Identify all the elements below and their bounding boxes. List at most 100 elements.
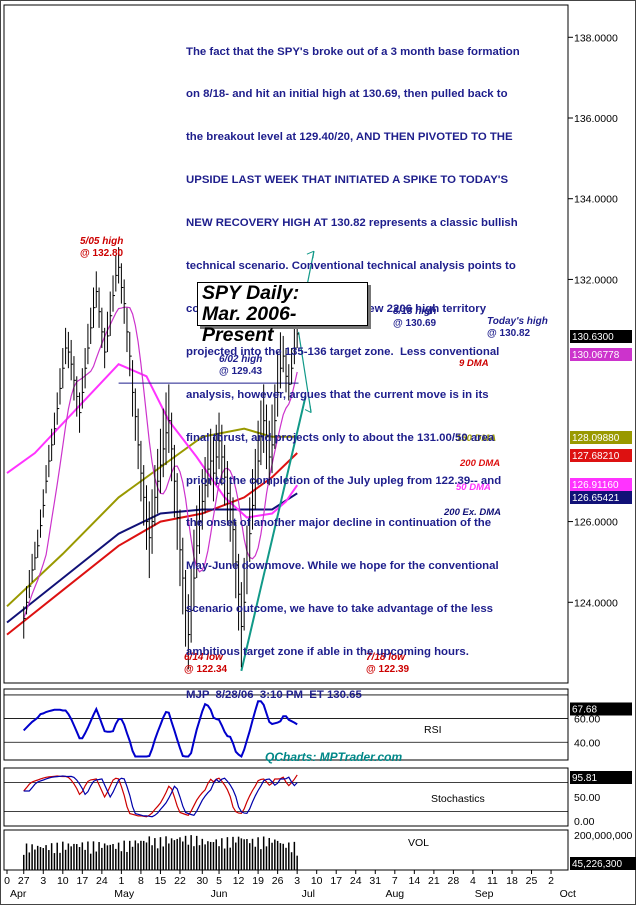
price-annotation: @ 130.69 bbox=[393, 318, 437, 329]
ohlc-bar bbox=[118, 247, 121, 284]
commentary-line: May-June downmove. While we hope for the… bbox=[186, 560, 499, 573]
ohlc-bar bbox=[129, 331, 132, 377]
ohlc-bar bbox=[215, 424, 219, 486]
last-price-box bbox=[570, 330, 632, 343]
chart-title: SPY Daily: bbox=[202, 282, 300, 304]
x-axis-label: 14 bbox=[408, 875, 420, 887]
x-axis-label: 31 bbox=[369, 875, 381, 887]
commentary-line: final thrust, and projects only to about… bbox=[186, 431, 495, 444]
ohlc-bar bbox=[81, 368, 85, 409]
month-label: Sep bbox=[475, 888, 494, 900]
month-label: Oct bbox=[560, 888, 576, 900]
commentary-line: projected into the 135-136 target zone. … bbox=[186, 345, 500, 358]
commentary-line: on 8/18- and hit an initial high at 130.… bbox=[186, 88, 508, 101]
commentary-line: prior to the completion of the July uple… bbox=[186, 474, 502, 487]
ohlc-bar bbox=[199, 485, 202, 554]
dma50-line bbox=[6, 363, 299, 519]
ohlc-bar bbox=[224, 444, 227, 506]
rsi-panel-frame bbox=[3, 688, 569, 761]
ohlc-bar bbox=[254, 448, 258, 510]
ohlc-bar bbox=[246, 525, 249, 595]
ohlc-bar bbox=[212, 436, 216, 502]
ohlc-bar bbox=[109, 291, 113, 336]
price-axis-label: 136.0000 bbox=[574, 113, 618, 125]
ohlc-bar bbox=[34, 541, 37, 570]
ma-value-box bbox=[570, 478, 632, 491]
ohlc-bar bbox=[65, 327, 68, 365]
chart-title-box: SPY Daily: Mar. 2006-Present bbox=[197, 282, 368, 346]
ma-value-label: 128.09880 bbox=[572, 433, 620, 444]
ohlc-bar bbox=[140, 440, 143, 502]
ma-value-label: 127.68210 bbox=[572, 451, 620, 462]
ma-legend-label: 200 Ex. DMA bbox=[443, 507, 501, 518]
ohlc-bar bbox=[257, 420, 261, 486]
ohlc-bar bbox=[235, 521, 238, 599]
commentary-line: scenario outcome, we have to take advant… bbox=[186, 603, 494, 616]
commentary-line: NEW RECOVERY HIGH AT 130.82 represents a… bbox=[186, 217, 518, 230]
ohlc-bar bbox=[249, 497, 252, 562]
ohlc-bar bbox=[31, 553, 35, 583]
month-label: May bbox=[114, 888, 135, 900]
ohlc-bar bbox=[182, 537, 185, 615]
month-label: Apr bbox=[10, 888, 27, 900]
x-axis-label: 24 bbox=[96, 875, 108, 887]
ohlc-bar bbox=[185, 570, 188, 647]
month-label: Aug bbox=[385, 888, 404, 900]
ohlc-bar bbox=[84, 348, 88, 389]
ohlc-bar bbox=[232, 497, 235, 566]
ohlc-bar bbox=[104, 327, 107, 369]
ohlc-bar bbox=[243, 557, 247, 631]
price-annotation: @ 122.39 bbox=[366, 664, 410, 675]
ohlc-bar bbox=[207, 440, 210, 498]
ohlc-bar bbox=[146, 485, 149, 550]
x-axis-label: 28 bbox=[448, 875, 460, 887]
ohlc-bar bbox=[187, 594, 191, 670]
price-axis-label: 124.0000 bbox=[574, 597, 618, 609]
x-axis-label: 10 bbox=[57, 875, 69, 887]
ohlc-bar bbox=[115, 255, 118, 292]
rsi-value-label: 67.68 bbox=[572, 704, 597, 715]
ohlc-bar bbox=[157, 448, 160, 514]
ma-value-box bbox=[570, 348, 632, 361]
uptrend-line bbox=[240, 396, 307, 672]
ohlc-bar bbox=[277, 352, 280, 417]
ohlc-bar bbox=[263, 384, 266, 453]
ohlc-bar bbox=[76, 376, 79, 417]
price-annotation: 5/05 high bbox=[80, 236, 123, 247]
ohlc-bar bbox=[285, 348, 288, 393]
ohlc-bar bbox=[73, 356, 76, 401]
x-axis-label: 7 bbox=[392, 875, 398, 887]
watermark: QCharts: MPTrader.com bbox=[265, 750, 402, 764]
ohlc-bar bbox=[282, 335, 286, 373]
commentary-line: technical scenario. Conventional technic… bbox=[186, 260, 516, 273]
price-annotation: Today's high bbox=[487, 316, 548, 327]
ohlc-bar bbox=[112, 275, 116, 312]
ohlc-bar bbox=[26, 586, 29, 615]
x-axis-label: 5 bbox=[216, 875, 222, 887]
ohlc-bar bbox=[23, 606, 26, 639]
price-axis-label: 138.0000 bbox=[574, 32, 618, 44]
ma-value-box bbox=[570, 449, 632, 462]
month-label: Jul bbox=[302, 888, 315, 900]
price-annotation: @ 130.82 bbox=[487, 328, 531, 339]
ohlc-bar bbox=[279, 332, 283, 389]
ma-value-label: 126.65421 bbox=[572, 493, 620, 504]
ohlc-bar bbox=[252, 469, 255, 530]
ohlc-bar bbox=[106, 311, 110, 353]
ohlc-bar bbox=[296, 327, 300, 349]
ohlc-bar bbox=[291, 348, 294, 385]
month-label: Jun bbox=[211, 888, 228, 900]
x-axis-label: 8 bbox=[138, 875, 144, 887]
bear-projection-arrow bbox=[297, 331, 312, 413]
price-axis-label: 126.0000 bbox=[574, 517, 618, 529]
ohlc-bar bbox=[70, 339, 74, 381]
ohlc-bar bbox=[218, 412, 222, 470]
ma-legend-label: 9 DMA bbox=[459, 358, 489, 369]
ohlc-bar bbox=[204, 457, 208, 514]
x-axis-label: 11 bbox=[487, 875, 498, 887]
ohlc-bar bbox=[45, 465, 49, 494]
dma200-line bbox=[6, 452, 298, 636]
ohlc-bar bbox=[143, 465, 146, 526]
